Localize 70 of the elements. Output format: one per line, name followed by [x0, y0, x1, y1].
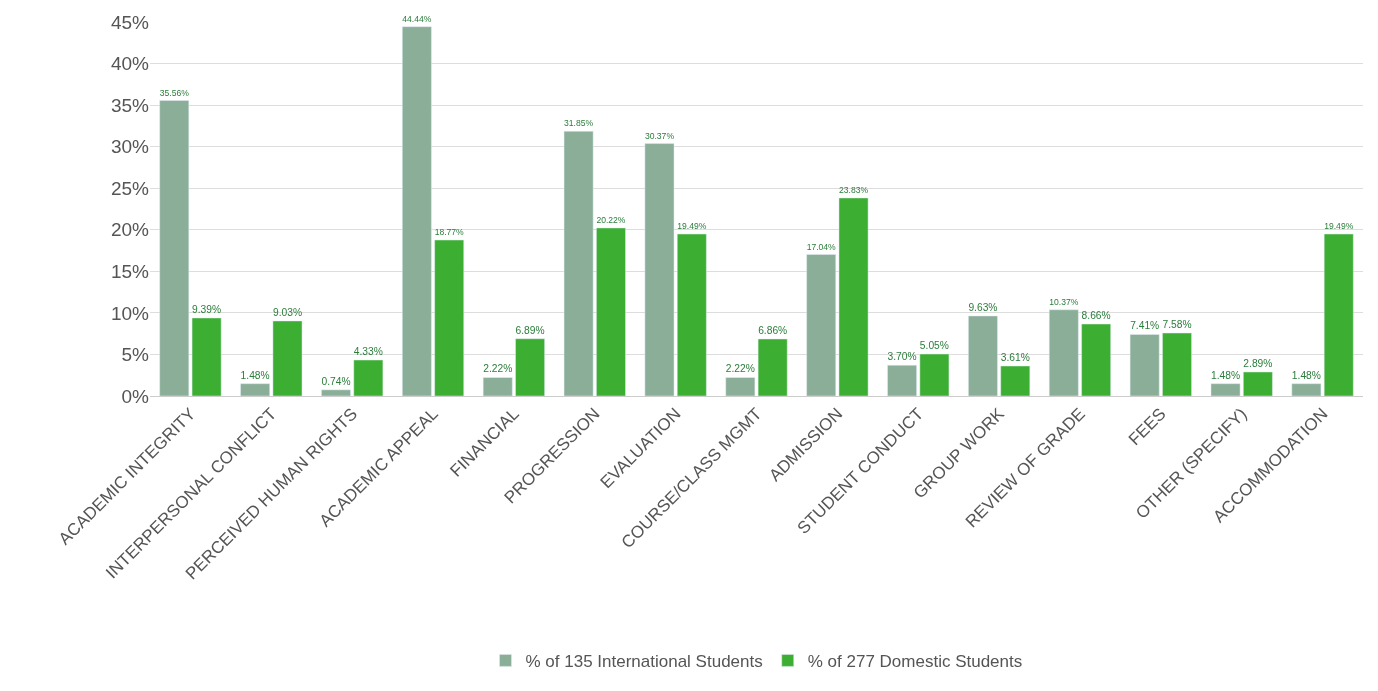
y-tick-label: 45%: [110, 11, 150, 33]
bar: [159, 100, 190, 396]
bar: [353, 359, 384, 396]
bar: [919, 353, 950, 396]
bar: [1129, 334, 1160, 396]
bar: [482, 377, 513, 396]
data-label: 23.83%: [838, 185, 869, 196]
bar: [838, 197, 869, 396]
bar: [1162, 332, 1192, 396]
bar: [1291, 383, 1322, 396]
data-label: 19.49%: [1324, 221, 1354, 232]
bar: [644, 143, 675, 396]
bar: [806, 254, 836, 396]
y-tick-label: 20%: [110, 219, 150, 241]
data-label: 2.89%: [1243, 357, 1273, 369]
data-label: 6.86%: [758, 324, 788, 336]
data-label: 3.70%: [887, 351, 917, 363]
bar: [1048, 309, 1079, 396]
data-label: 17.04%: [806, 241, 837, 252]
data-label: 44.44%: [402, 13, 432, 24]
bar: [1000, 365, 1031, 396]
bar: [1243, 371, 1273, 396]
y-tick-label: 40%: [110, 53, 150, 75]
data-label: 18.77%: [434, 227, 465, 238]
y-tick-label: 25%: [110, 177, 150, 199]
bar: [677, 233, 707, 396]
data-label: 9.39%: [192, 303, 222, 315]
data-label: 35.56%: [159, 87, 190, 98]
data-label: 8.66%: [1081, 309, 1111, 321]
data-label: 1.48%: [1210, 369, 1241, 381]
bar: [191, 317, 222, 396]
bar: [240, 383, 270, 396]
data-label: 3.61%: [1000, 351, 1030, 363]
data-label: 7.41%: [1130, 320, 1160, 332]
legend-label: % of 135 International Students: [525, 652, 763, 672]
data-label: 1.48%: [240, 369, 270, 381]
data-label: 10.37%: [1049, 296, 1079, 307]
data-label: 0.74%: [321, 375, 351, 387]
data-label: 20.22%: [596, 215, 626, 226]
data-label: 4.33%: [353, 345, 383, 357]
data-label: 9.63%: [968, 301, 998, 313]
data-label: 1.48%: [1291, 369, 1321, 381]
y-tick-label: 35%: [110, 94, 150, 116]
bar: [1081, 323, 1111, 396]
y-tick-label: 0%: [121, 385, 150, 407]
bar: [434, 239, 465, 396]
y-tick-label: 10%: [110, 302, 150, 324]
y-tick-label: 30%: [110, 136, 150, 158]
data-label: 2.22%: [725, 363, 755, 375]
data-label: 2.22%: [483, 363, 513, 375]
data-label: 31.85%: [564, 118, 594, 129]
data-label: 6.89%: [515, 324, 545, 336]
data-label: 9.03%: [272, 306, 303, 318]
bar: [321, 389, 351, 396]
legend-label: % of 277 Domestic Students: [807, 652, 1023, 672]
data-label: 19.49%: [677, 221, 707, 232]
bar: [272, 320, 303, 396]
bar: [596, 227, 626, 396]
bar: [515, 338, 545, 396]
data-label: 7.58%: [1162, 318, 1192, 330]
data-label: 5.05%: [919, 339, 949, 351]
y-tick-label: 15%: [110, 260, 150, 282]
bar: [1323, 233, 1354, 396]
bar: [968, 315, 998, 396]
bar: [563, 131, 594, 396]
y-tick-label: 5%: [121, 344, 150, 366]
bar: [887, 365, 917, 396]
bar: [1210, 383, 1241, 396]
data-label: 30.37%: [644, 130, 675, 141]
bar: [402, 26, 432, 396]
